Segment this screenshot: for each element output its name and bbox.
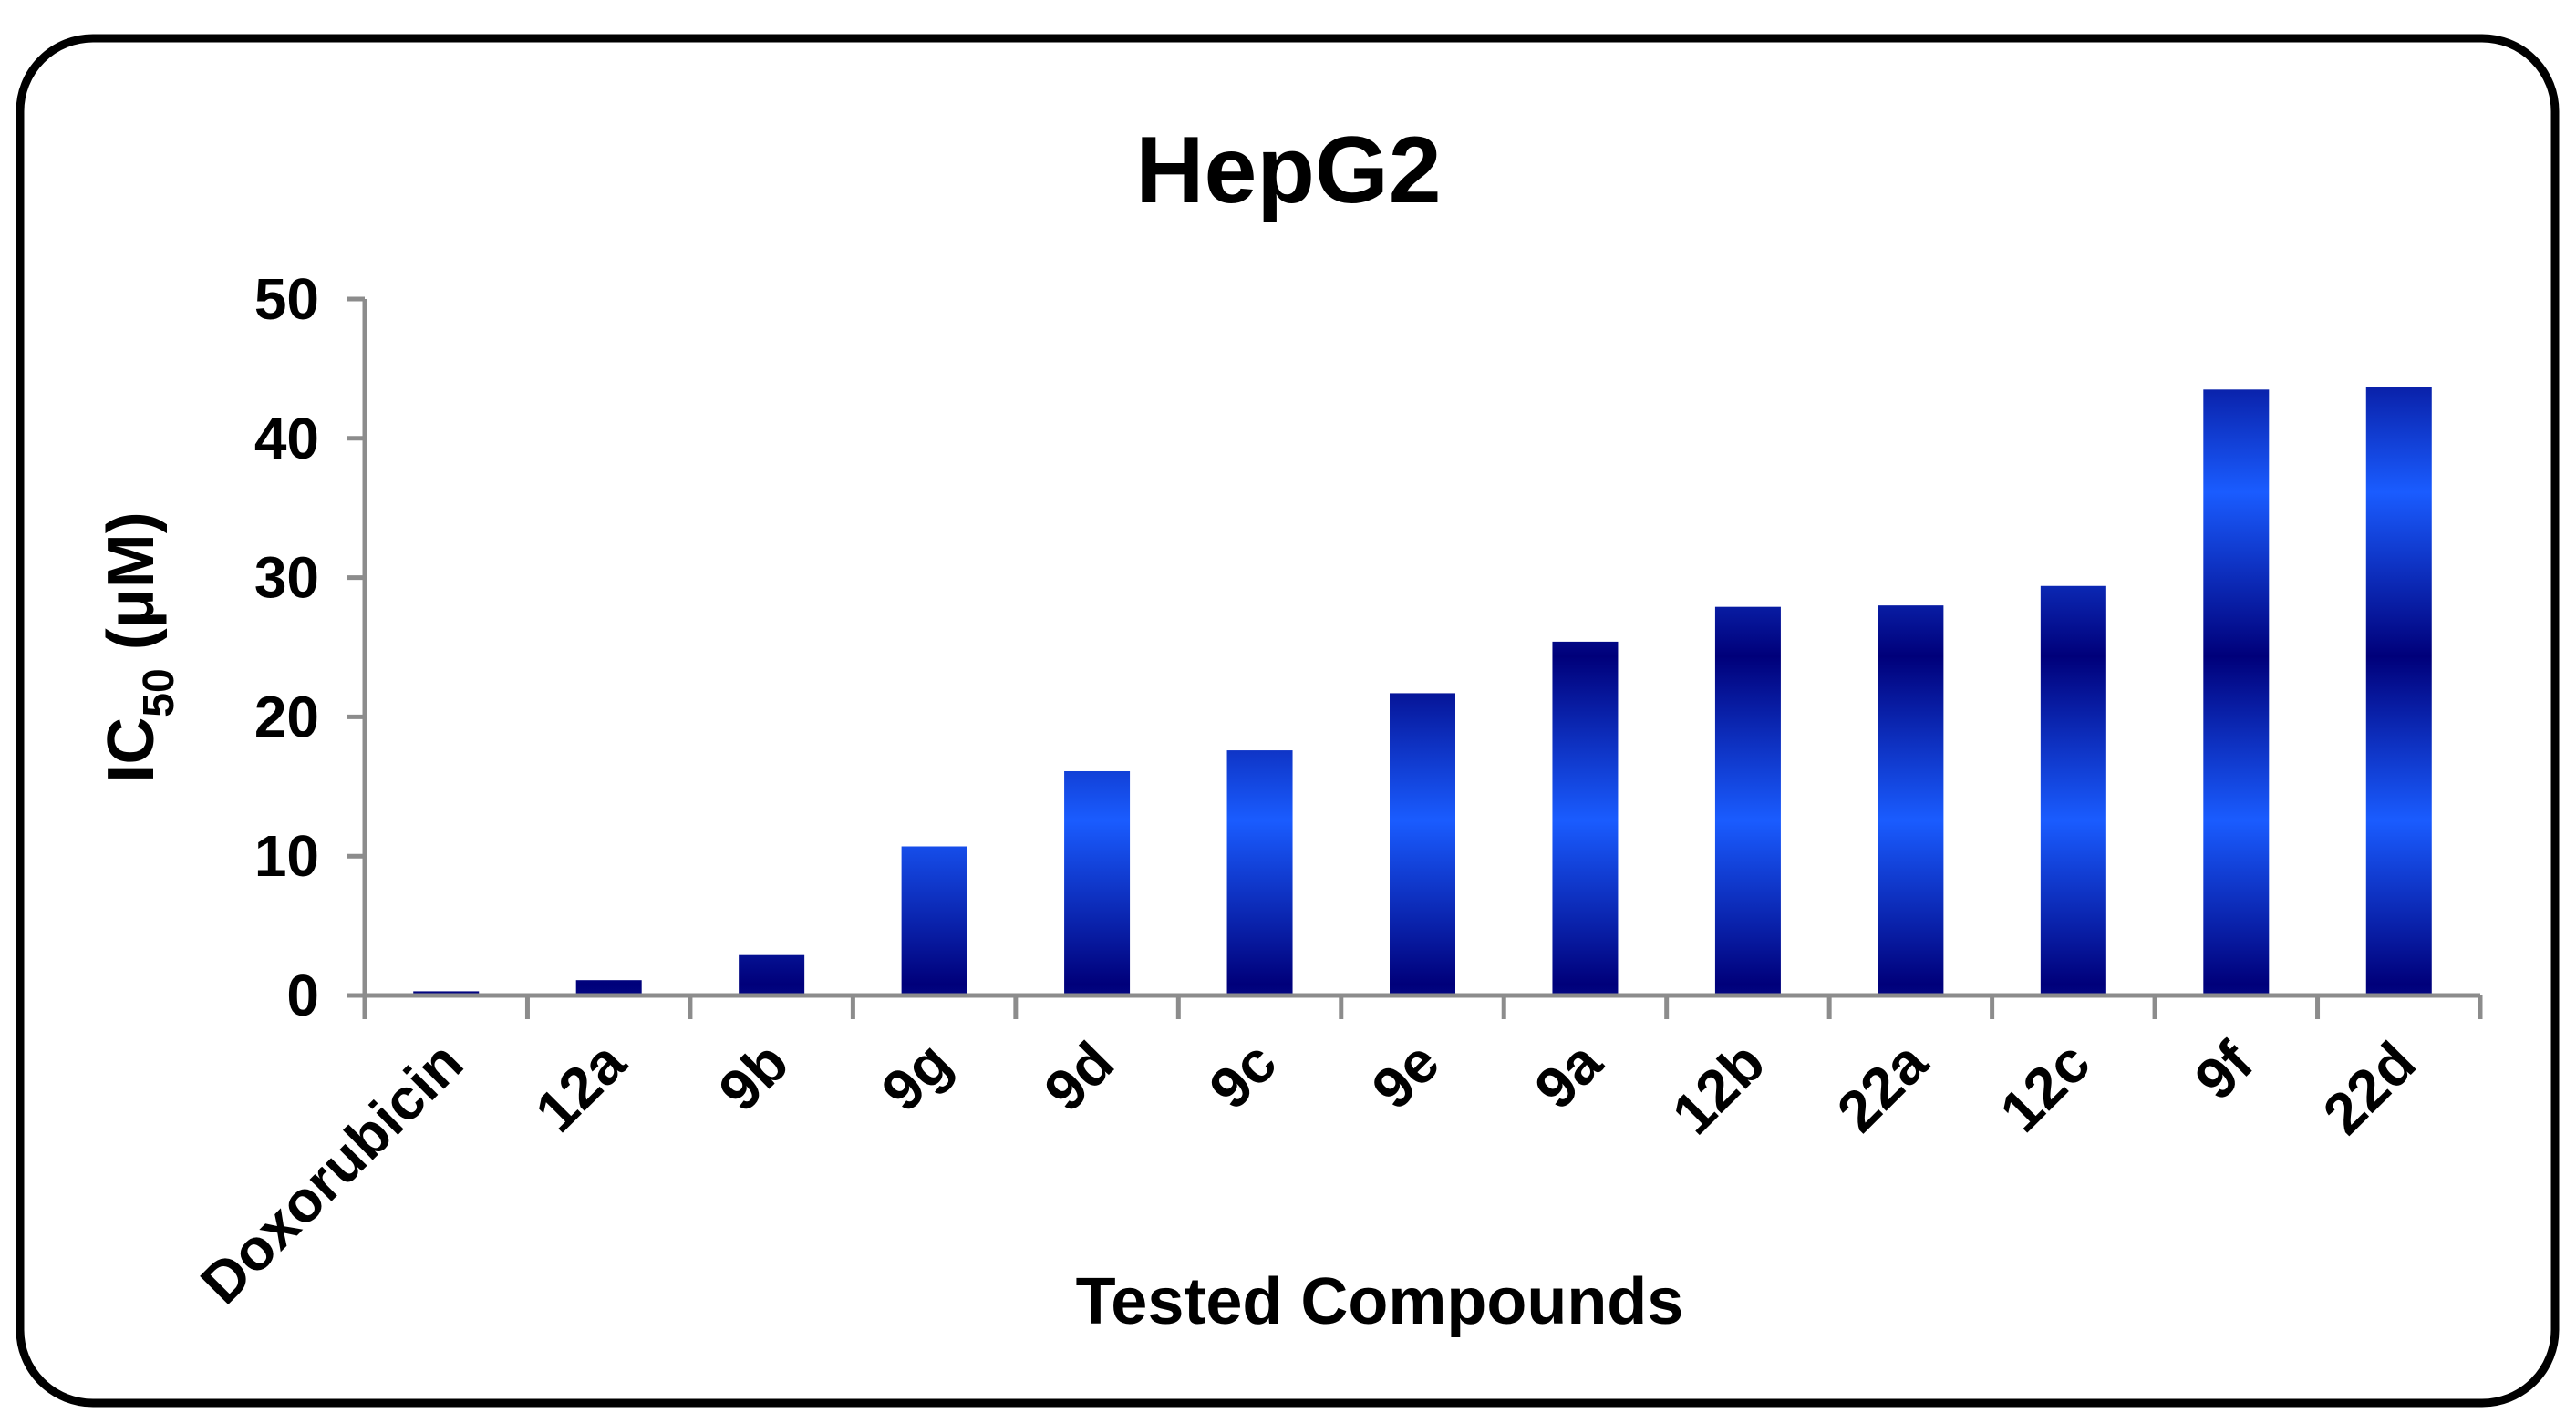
bars-group (413, 387, 2432, 995)
y-axis-label-prefix: IC (95, 717, 168, 783)
y-tick-label: 40 (254, 406, 319, 471)
bar-9f (2203, 389, 2270, 995)
bar-9b (739, 954, 805, 995)
y-tick-label: 50 (254, 266, 319, 332)
bar-22a (1878, 605, 1944, 995)
bar-12c (2040, 585, 2106, 995)
bar-9a (1552, 641, 1619, 995)
bar-9c (1226, 750, 1293, 995)
y-axis-label-subscript: 50 (135, 668, 183, 717)
bar-9d (1064, 770, 1131, 995)
bar-22d (2365, 387, 2432, 995)
y-tick-label: 0 (286, 963, 319, 1028)
bar-12b (1714, 606, 1781, 995)
y-tick-label: 30 (254, 545, 319, 611)
bar-12a (575, 980, 642, 995)
chart-title: HepG2 (1135, 118, 1441, 223)
y-axis-ticks: 0 10 20 30 40 50 (254, 266, 365, 1028)
y-axis-label: IC50 (μM) (95, 511, 183, 782)
y-tick-label: 10 (254, 823, 319, 889)
y-axis-label-suffix: (μM) (95, 511, 168, 668)
x-axis-ticks (362, 995, 2483, 1019)
x-axis-label: Tested Compounds (1076, 1265, 1684, 1338)
chart-frame (16, 34, 2560, 1408)
bar-9e (1390, 693, 1455, 995)
y-tick-label: 20 (254, 684, 319, 749)
bar-9g (901, 846, 967, 995)
